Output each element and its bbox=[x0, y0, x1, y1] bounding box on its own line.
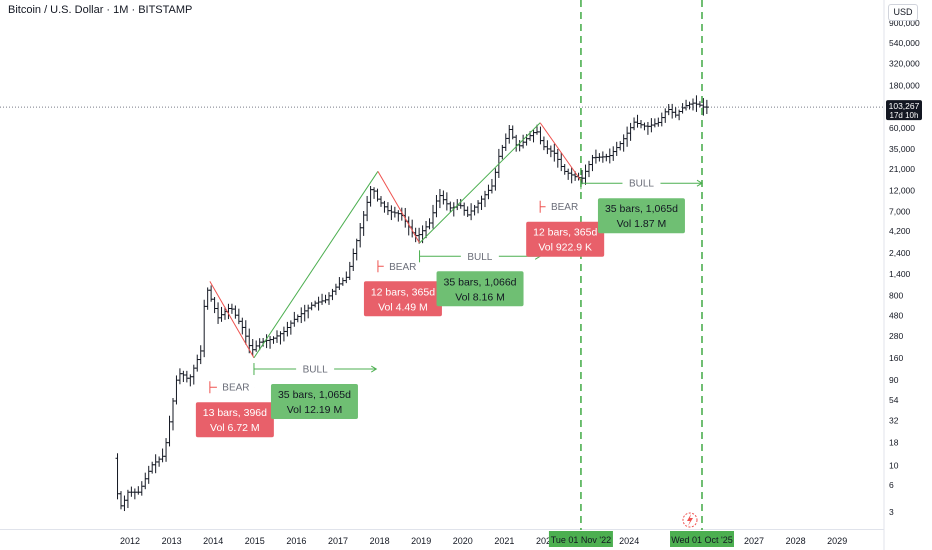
phase-label-bg bbox=[622, 176, 661, 191]
y-tick-label: 6 bbox=[889, 480, 894, 490]
measure-phase-label: BEAR bbox=[551, 202, 578, 213]
measure-vol-text: Vol 1.87 M bbox=[617, 218, 667, 230]
x-tick-label: 2021 bbox=[494, 536, 514, 546]
cycle-bull-line bbox=[253, 171, 379, 359]
current-price-value: 103,267 bbox=[889, 101, 920, 111]
y-tick-label: 2,400 bbox=[889, 248, 911, 258]
cycle-bear-line bbox=[539, 122, 582, 181]
measure-bars-text: 35 bars, 1,065d bbox=[278, 389, 351, 401]
date-marker-label: Tue 01 Nov '22 bbox=[551, 535, 611, 545]
y-tick-label: 7,000 bbox=[889, 206, 911, 216]
x-tick-label: 2015 bbox=[245, 536, 265, 546]
y-tick-label: 280 bbox=[889, 331, 903, 341]
measure-phase-label: BEAR bbox=[389, 262, 416, 273]
y-tick-label: 3 bbox=[889, 507, 894, 517]
y-tick-label: 800 bbox=[889, 290, 903, 300]
y-tick-label: 21,000 bbox=[889, 164, 915, 174]
x-tick-label: 2028 bbox=[786, 536, 806, 546]
measure-vol-text: Vol 922.9 K bbox=[538, 242, 592, 254]
x-tick-label: 2016 bbox=[286, 536, 306, 546]
y-tick-label: 4,200 bbox=[889, 226, 911, 236]
measure-info-box bbox=[363, 281, 442, 317]
measure-bars-text: 13 bars, 396d bbox=[203, 407, 267, 419]
cycle-bear-line bbox=[209, 281, 255, 359]
date-marker-label: Wed 01 Oct '25 bbox=[671, 535, 733, 545]
cycle-bear-line bbox=[377, 171, 420, 244]
measure-bars-text: 12 bars, 365d bbox=[371, 286, 435, 298]
y-tick-label: 10 bbox=[889, 460, 899, 470]
measure-info-box bbox=[195, 402, 274, 438]
current-price-tag bbox=[886, 100, 922, 121]
y-tick-label: 54 bbox=[889, 395, 899, 405]
x-tick-label: 2018 bbox=[370, 536, 390, 546]
y-tick-label: 180,000 bbox=[889, 81, 920, 91]
measure-info-box bbox=[436, 271, 524, 307]
measure-vol-text: Vol 8.16 M bbox=[455, 291, 505, 303]
measure-bars-text: 35 bars, 1,065d bbox=[605, 203, 678, 215]
y-tick-label: 1,400 bbox=[889, 269, 911, 279]
date-marker-badge bbox=[548, 531, 613, 547]
measure-info-box bbox=[597, 198, 685, 234]
measure-info-box bbox=[526, 221, 605, 257]
measure-arrow-icon bbox=[696, 179, 703, 187]
measure-info-box bbox=[270, 384, 358, 420]
y-tick-label: 35,000 bbox=[889, 144, 915, 154]
y-tick-label: 160 bbox=[889, 353, 903, 363]
measure-bars-text: 35 bars, 1,066d bbox=[444, 276, 517, 288]
phase-label-bg bbox=[296, 362, 335, 377]
x-tick-label: 2029 bbox=[827, 536, 847, 546]
measure-phase-label: BEAR bbox=[222, 383, 249, 394]
lightning-icon[interactable] bbox=[682, 512, 698, 528]
x-tick-label: 2013 bbox=[162, 536, 182, 546]
phase-label-bg bbox=[216, 380, 255, 395]
measure-phase-label: BULL bbox=[303, 365, 328, 376]
cycle-bull-line bbox=[419, 122, 541, 244]
currency-button[interactable]: USD bbox=[888, 4, 918, 21]
phase-label-bg bbox=[383, 259, 422, 274]
symbol-title: Bitcoin / U.S. Dollar · 1M · BITSTAMP bbox=[8, 4, 193, 16]
y-tick-label: 540,000 bbox=[889, 38, 920, 48]
measure-phase-label: BULL bbox=[629, 179, 654, 190]
x-tick-label: 2014 bbox=[203, 536, 223, 546]
bar-countdown: 17d 10h bbox=[890, 111, 919, 120]
y-tick-label: 320,000 bbox=[889, 58, 920, 68]
y-tick-label: 32 bbox=[889, 415, 899, 425]
measure-arrow-icon bbox=[371, 365, 378, 373]
y-tick-label: 480 bbox=[889, 310, 903, 320]
measure-vol-text: Vol 12.19 M bbox=[287, 404, 342, 416]
y-tick-label: 18 bbox=[889, 438, 899, 448]
phase-label-bg bbox=[545, 199, 584, 214]
measure-vol-text: Vol 4.49 M bbox=[378, 301, 428, 313]
x-tick-label: 2027 bbox=[744, 536, 764, 546]
x-tick-label: 2020 bbox=[453, 536, 473, 546]
y-tick-label: 900,000 bbox=[889, 18, 920, 28]
measure-bars-text: 12 bars, 365d bbox=[533, 227, 597, 239]
x-tick-label: 2024 bbox=[619, 536, 639, 546]
x-tick-label: 2012 bbox=[120, 536, 140, 546]
y-tick-label: 12,000 bbox=[889, 186, 915, 196]
measure-vol-text: Vol 6.72 M bbox=[210, 422, 260, 434]
x-tick-label: 2022 bbox=[536, 536, 556, 546]
x-tick-label: 2019 bbox=[411, 536, 431, 546]
x-tick-label: 2017 bbox=[328, 536, 348, 546]
y-tick-label: 90 bbox=[889, 375, 899, 385]
y-tick-label: 60,000 bbox=[889, 123, 915, 133]
phase-label-bg bbox=[460, 249, 499, 264]
date-marker-badge bbox=[670, 531, 734, 547]
measure-phase-label: BULL bbox=[467, 252, 492, 263]
